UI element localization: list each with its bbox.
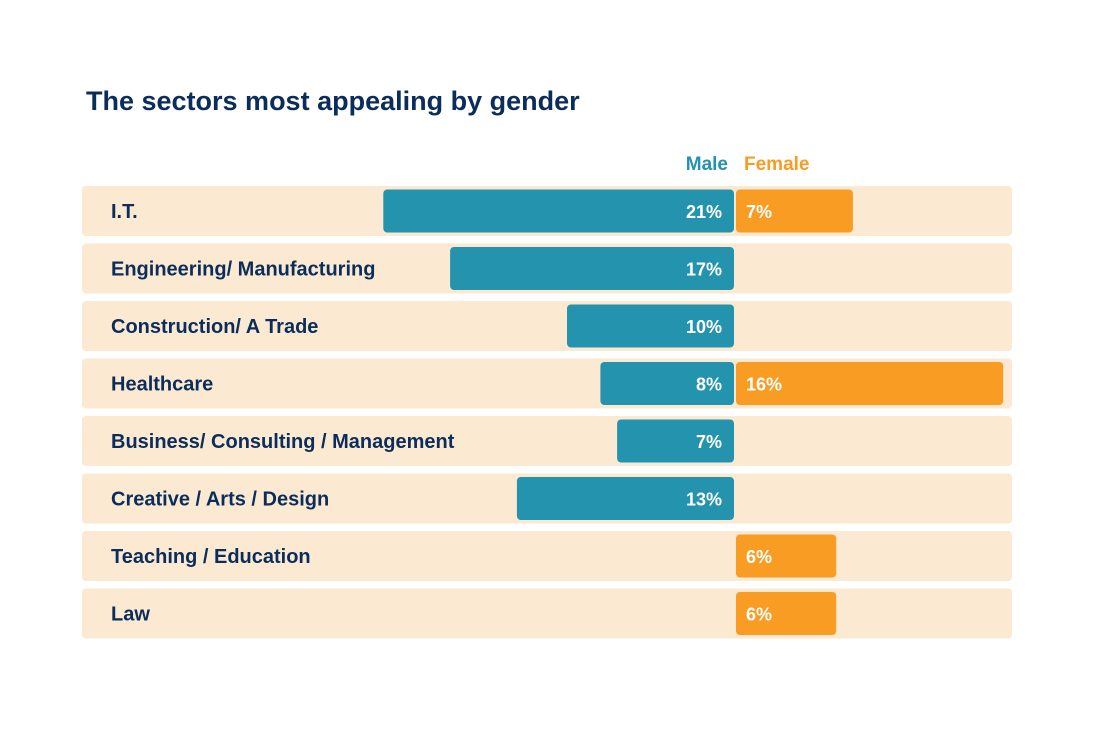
value-label-female: 6% xyxy=(746,605,772,625)
category-label: Construction/ A Trade xyxy=(111,316,318,338)
bar-female xyxy=(736,592,837,635)
value-label-male: 13% xyxy=(686,490,722,510)
bar-male xyxy=(617,419,734,463)
row-background xyxy=(82,416,1012,466)
row-background xyxy=(82,301,1012,351)
chart-title: The sectors most appealing by gender xyxy=(86,86,580,116)
value-label-female: 6% xyxy=(746,547,772,567)
category-label: Teaching / Education xyxy=(111,546,311,568)
value-label-male: 21% xyxy=(686,202,722,222)
value-label-female: 16% xyxy=(746,375,782,395)
bar-male xyxy=(383,189,734,233)
value-label-male: 8% xyxy=(696,375,722,395)
bar-male xyxy=(450,247,734,290)
legend-female: Female xyxy=(744,154,810,175)
category-label: Healthcare xyxy=(111,374,213,396)
category-label: Creative / Arts / Design xyxy=(111,489,329,511)
category-label: Law xyxy=(111,604,150,626)
category-label: I.T. xyxy=(111,201,138,223)
category-label: Business/ Consulting / Management xyxy=(111,431,455,453)
value-label-female: 7% xyxy=(746,202,772,222)
row-background xyxy=(82,588,1012,639)
bar-male xyxy=(567,304,734,348)
bar-male xyxy=(516,477,734,520)
bar-female xyxy=(736,189,853,233)
legend-male: Male xyxy=(685,154,728,175)
value-label-male: 7% xyxy=(696,432,722,452)
category-label: Engineering/ Manufacturing xyxy=(111,259,375,281)
value-label-male: 10% xyxy=(686,317,722,337)
value-label-male: 17% xyxy=(686,260,722,280)
bar-female xyxy=(736,362,1004,405)
bar-female xyxy=(736,534,837,578)
bar-male xyxy=(600,362,734,405)
